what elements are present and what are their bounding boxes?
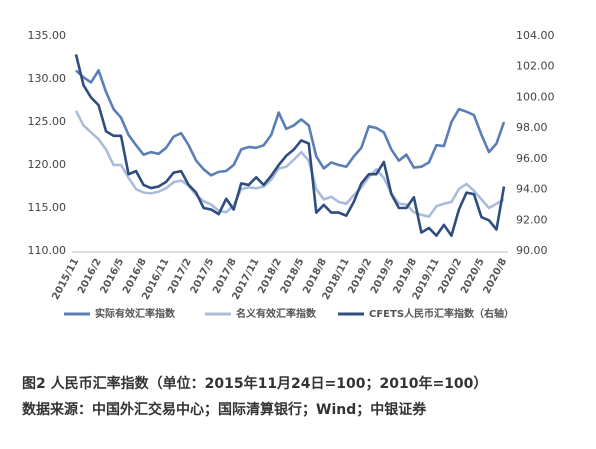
legend-label: 实际有效汇率指数 xyxy=(95,307,176,320)
y2-tick-label: 102.00 xyxy=(516,60,555,73)
y2-tick-label: 100.00 xyxy=(516,90,555,103)
y-tick-label: 120.00 xyxy=(28,158,67,171)
y-tick-label: 125.00 xyxy=(28,115,67,128)
y-tick-label: 135.00 xyxy=(28,29,67,42)
series-line xyxy=(74,110,505,218)
legend-label: CFETS人民币汇率指数（右轴） xyxy=(369,307,514,320)
y2-tick-label: 92.00 xyxy=(516,213,548,226)
y-tick-label: 130.00 xyxy=(28,72,67,85)
chart-source: 数据来源：中国外汇交易中心；国际清算银行；Wind；中银证券 xyxy=(22,401,427,418)
series-line xyxy=(75,69,506,177)
series-line xyxy=(74,54,506,237)
y2-tick-label: 104.00 xyxy=(516,29,555,42)
legend-label: 名义有效汇率指数 xyxy=(236,307,317,320)
y2-tick-label: 98.00 xyxy=(516,121,548,134)
chart-title: 图2 人民币汇率指数（单位：2015年11月24日=100；2010年=100） xyxy=(22,375,487,392)
y2-tick-label: 96.00 xyxy=(516,152,548,165)
y2-tick-label: 90.00 xyxy=(516,244,548,257)
y-tick-label: 115.00 xyxy=(28,201,67,214)
x-tick-label: 2015/11 xyxy=(50,257,81,302)
y-tick-label: 110.00 xyxy=(28,244,67,257)
y2-tick-label: 94.00 xyxy=(516,183,548,196)
